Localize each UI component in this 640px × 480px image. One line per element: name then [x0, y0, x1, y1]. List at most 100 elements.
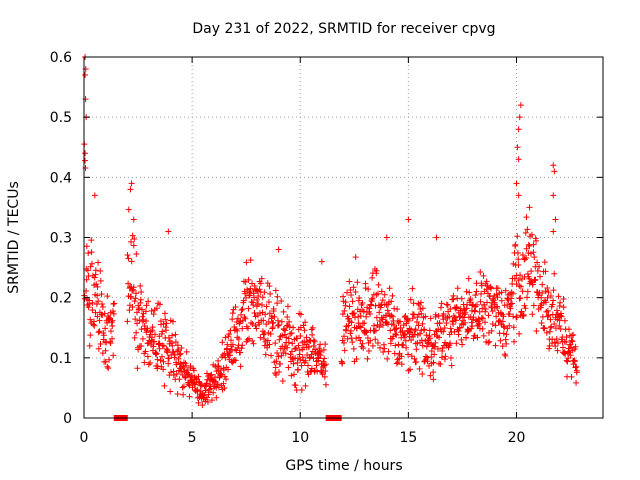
- data-point: [454, 285, 461, 292]
- data-point: [339, 311, 346, 318]
- data-point: [473, 288, 480, 295]
- data-point: [173, 370, 180, 377]
- data-point: [156, 301, 163, 308]
- data-point: [349, 298, 356, 305]
- data-point: [143, 302, 150, 309]
- data-point: [234, 315, 241, 322]
- data-point: [401, 332, 408, 339]
- data-point: [380, 349, 387, 356]
- data-point: [499, 343, 506, 350]
- data-point: [554, 307, 561, 314]
- data-point: [515, 261, 522, 268]
- data-point: [83, 276, 90, 283]
- data-point: [508, 300, 515, 307]
- data-point: [92, 267, 99, 274]
- data-point: [384, 307, 391, 314]
- data-point: [452, 317, 459, 324]
- data-point: [482, 306, 489, 313]
- data-point-peak: [552, 216, 559, 223]
- data-point: [547, 292, 554, 299]
- data-point: [278, 298, 285, 305]
- data-point: [85, 304, 92, 311]
- data-point: [427, 335, 434, 342]
- data-point: [570, 331, 577, 338]
- data-point: [129, 232, 136, 239]
- data-point: [447, 305, 454, 312]
- data-point: [100, 332, 107, 339]
- data-point: [108, 319, 115, 326]
- y-tick-label: 0: [63, 411, 72, 427]
- data-point: [163, 327, 170, 334]
- data-point: [498, 289, 505, 296]
- data-point: [219, 339, 226, 346]
- data-point: [294, 335, 301, 342]
- data-point: [134, 320, 141, 327]
- data-point: [258, 275, 265, 282]
- chart-title: Day 231 of 2022, SRMTID for receiver cpv…: [192, 21, 495, 37]
- data-point: [510, 324, 517, 331]
- data-point: [170, 318, 177, 325]
- data-point-peak: [127, 186, 134, 193]
- data-point: [523, 254, 530, 261]
- data-point: [430, 369, 437, 376]
- data-point: [252, 322, 259, 329]
- data-point: [509, 290, 516, 297]
- data-point: [124, 252, 131, 259]
- data-point: [546, 328, 553, 335]
- data-point: [179, 384, 186, 391]
- data-point: [259, 294, 266, 301]
- data-point: [489, 320, 496, 327]
- data-point: [350, 345, 357, 352]
- data-point: [452, 314, 459, 321]
- data-point: [389, 292, 396, 299]
- data-point: [442, 353, 449, 360]
- data-point: [418, 337, 425, 344]
- data-point: [103, 339, 110, 346]
- data-point: [345, 315, 352, 322]
- data-point: [344, 289, 351, 296]
- data-point: [448, 362, 455, 369]
- data-point: [137, 283, 144, 290]
- data-point: [514, 233, 521, 240]
- data-point: [463, 334, 470, 341]
- data-point: [407, 296, 414, 303]
- data-point: [381, 291, 388, 298]
- data-point-peak: [130, 216, 137, 223]
- data-point: [179, 363, 186, 370]
- data-point: [456, 325, 463, 332]
- data-point: [537, 304, 544, 311]
- data-point-peak: [515, 192, 522, 199]
- data-point: [102, 325, 109, 332]
- data-point: [267, 331, 274, 338]
- data-point: [551, 320, 558, 327]
- data-point: [302, 357, 309, 364]
- data-point: [427, 315, 434, 322]
- data-point: [136, 317, 143, 324]
- data-point: [411, 355, 418, 362]
- data-point: [82, 157, 89, 164]
- data-point: [220, 380, 227, 387]
- data-point: [246, 335, 253, 342]
- data-point: [438, 300, 445, 307]
- data-point: [153, 305, 160, 312]
- data-point-peak: [91, 192, 98, 199]
- data-point: [98, 291, 105, 298]
- data-point: [104, 363, 111, 370]
- data-point: [88, 237, 95, 244]
- data-point: [139, 335, 146, 342]
- data-point: [462, 309, 469, 316]
- data-point: [91, 274, 98, 281]
- data-point: [307, 337, 314, 344]
- data-point: [562, 350, 569, 357]
- data-point: [434, 345, 441, 352]
- data-point: [97, 340, 104, 347]
- data-point: [173, 361, 180, 368]
- data-point: [543, 329, 550, 336]
- data-point: [286, 318, 293, 325]
- data-point: [180, 383, 187, 390]
- data-point: [273, 358, 280, 365]
- data-point: [511, 338, 518, 345]
- data-point: [276, 336, 283, 343]
- data-point: [542, 268, 549, 275]
- data-point: [139, 306, 146, 313]
